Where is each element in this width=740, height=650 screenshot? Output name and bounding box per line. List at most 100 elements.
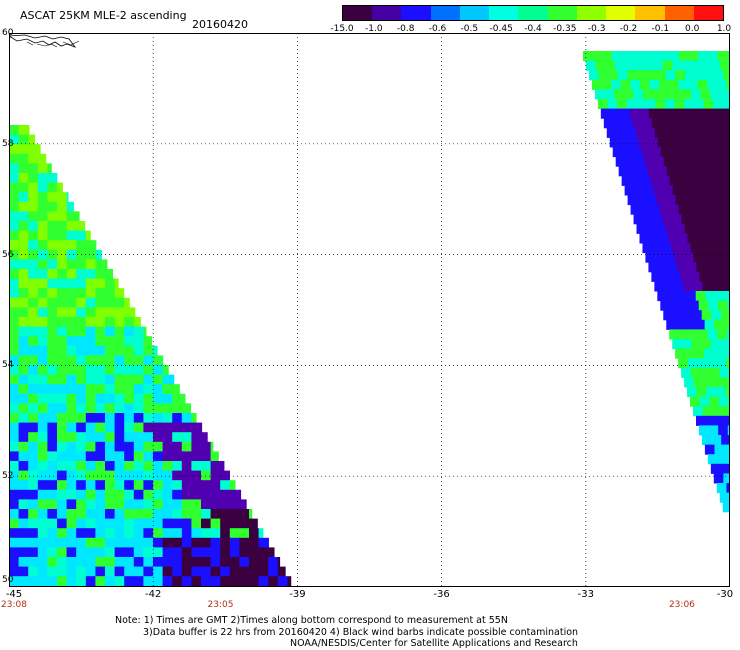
swath-cell — [191, 499, 202, 510]
swath-cell — [124, 576, 135, 587]
swath-cell — [37, 537, 48, 548]
swath-cell — [630, 204, 641, 215]
swath-cell — [677, 233, 688, 244]
swath-cell — [66, 249, 77, 260]
swath-cell — [634, 185, 645, 196]
swath-cell — [76, 576, 87, 587]
swath-cell — [220, 557, 231, 568]
swath-cell — [153, 365, 164, 376]
swath-cell — [621, 175, 632, 186]
swath-cell — [709, 118, 720, 129]
swath-cell — [105, 384, 116, 395]
swath-cell — [229, 566, 240, 577]
swath-cell — [9, 173, 20, 184]
swath-cell — [124, 451, 135, 462]
swath-cell — [85, 518, 96, 529]
swath-cell — [642, 118, 653, 129]
swath-cell — [669, 329, 680, 340]
swath-cell — [28, 173, 39, 184]
swath-cell — [95, 269, 106, 280]
swath-cell — [95, 451, 106, 462]
swath-cell — [727, 147, 730, 158]
swath-cell — [703, 377, 714, 388]
swath-cell — [76, 317, 87, 328]
swath-cell — [95, 326, 106, 337]
swath-cell — [620, 79, 631, 90]
swath-cell — [191, 528, 202, 539]
swath-cell — [717, 51, 728, 62]
swath-cell — [57, 345, 68, 356]
swath-cell — [95, 259, 106, 270]
swath-cell — [693, 252, 704, 263]
swath-cell — [47, 163, 52, 174]
swath-cell — [623, 89, 634, 100]
swath-cell — [719, 492, 730, 503]
swath-cell — [645, 252, 656, 263]
swath-cell — [9, 441, 20, 452]
swath-cell — [181, 547, 192, 558]
swath-cell — [47, 365, 58, 376]
swath-cell — [85, 537, 96, 548]
swath-cell — [645, 127, 656, 138]
swath-cell — [672, 60, 683, 71]
swath-cell — [686, 291, 697, 302]
swath-cell — [133, 355, 144, 366]
swath-cell — [640, 51, 651, 62]
swath-cell — [693, 99, 704, 110]
swath-cell — [664, 127, 675, 138]
swath-cell — [114, 422, 125, 433]
swath-cell — [721, 127, 730, 138]
swath-cell — [703, 348, 715, 359]
swath-cell — [684, 377, 695, 388]
swath-cell — [37, 345, 48, 356]
swath-cell — [711, 310, 722, 321]
swath-cell — [57, 576, 68, 587]
swath-cell — [76, 230, 87, 241]
swath-cell — [201, 451, 212, 462]
swath-cell — [210, 576, 221, 587]
swath-cell — [105, 326, 116, 337]
swath-cell — [37, 365, 48, 376]
swath-cell — [172, 537, 183, 548]
swath-cell — [18, 345, 29, 356]
swath-cell — [210, 499, 221, 510]
swath-cell — [680, 271, 691, 282]
swath-cell — [114, 307, 125, 318]
swath-cell — [37, 336, 48, 347]
swath-cell — [674, 252, 685, 263]
swath-cell — [660, 271, 672, 282]
swath-cell — [181, 518, 192, 529]
swath-cell — [153, 518, 164, 529]
swath-cell — [124, 461, 135, 472]
swath-cell — [676, 137, 688, 148]
swath-cell — [85, 249, 96, 260]
swath-cell — [621, 51, 632, 62]
swath-cell — [658, 108, 669, 119]
swath-cell — [57, 432, 68, 443]
swath-cell — [210, 489, 221, 500]
colorbar-segment — [664, 6, 694, 20]
swath-cell — [649, 233, 660, 244]
swath-cell — [76, 566, 87, 577]
swath-cell — [124, 518, 135, 529]
swath-cell — [277, 566, 286, 577]
swath-cell — [220, 566, 231, 577]
swath-cell — [657, 166, 668, 177]
swath-cell — [66, 432, 77, 443]
swath-cell — [28, 288, 39, 299]
swath-cell — [210, 547, 221, 558]
swath-cell — [162, 365, 169, 376]
swath-cell — [715, 137, 726, 148]
swath-cell — [646, 70, 657, 81]
swath-cell — [153, 566, 164, 577]
swath-cell — [57, 259, 68, 270]
swath-cell — [114, 537, 125, 548]
swath-cell — [9, 163, 20, 174]
swath-cell — [37, 422, 48, 433]
swath-cell — [220, 480, 231, 491]
swath-cell — [667, 262, 678, 273]
colorbar-segment — [576, 6, 607, 20]
swath-cell — [95, 317, 106, 328]
swath-cell — [720, 185, 730, 196]
swath-cell — [153, 509, 164, 520]
